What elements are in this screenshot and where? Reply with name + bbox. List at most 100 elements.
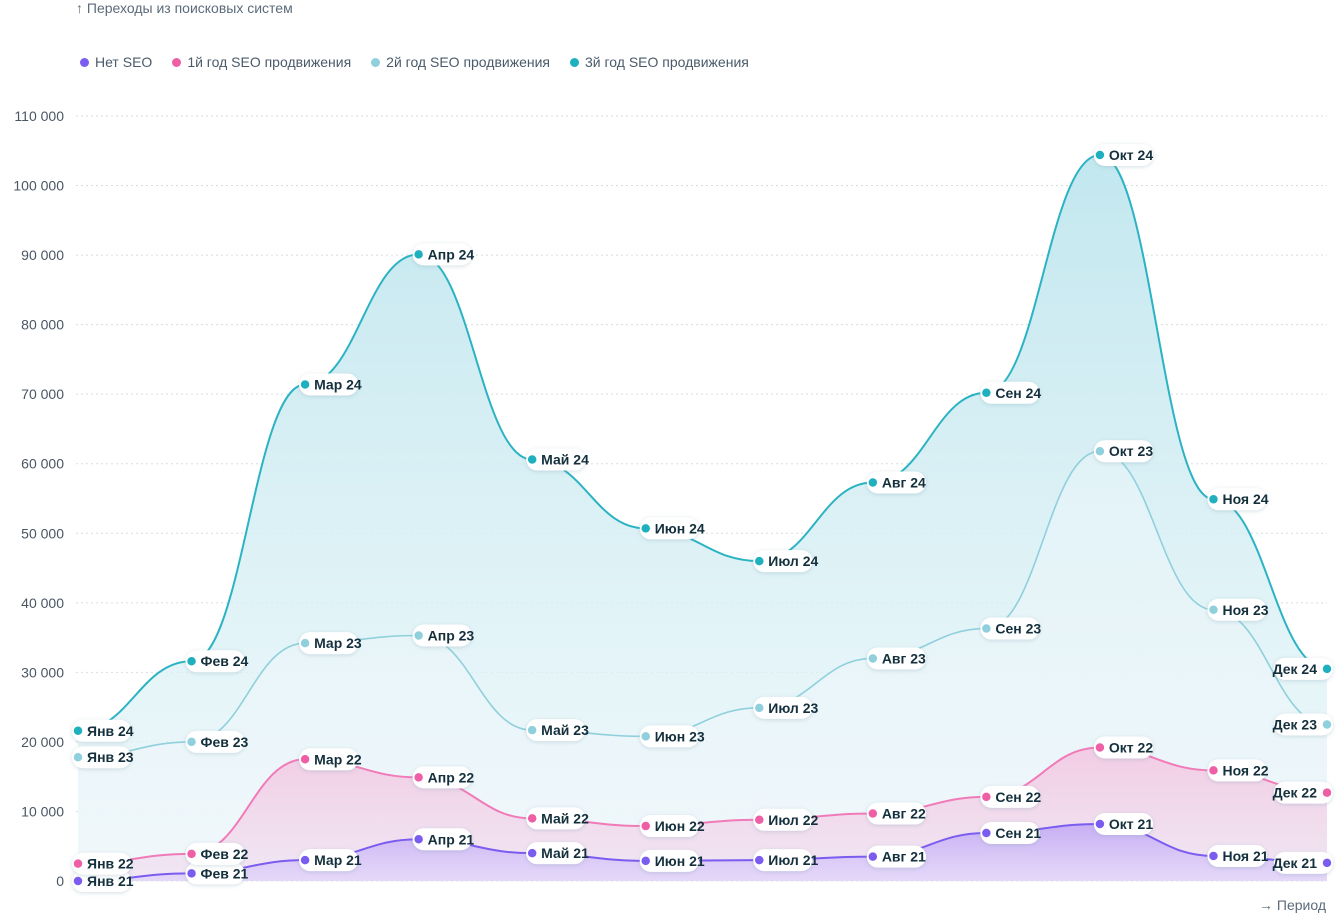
data-point[interactable]: Фев 24 — [185, 650, 249, 673]
data-point[interactable]: Апр 22 — [412, 766, 475, 789]
point-marker — [753, 854, 766, 866]
data-point[interactable]: Июн 21 — [639, 849, 705, 872]
data-point[interactable]: Мар 23 — [299, 632, 362, 655]
point-label: Май 23 — [541, 722, 589, 738]
point-label: Сен 22 — [995, 789, 1041, 805]
data-point[interactable]: Июл 23 — [753, 696, 819, 719]
point-marker — [299, 637, 311, 649]
point-marker — [72, 857, 84, 870]
point-label-bg — [72, 870, 132, 892]
data-point[interactable]: Сен 21 — [980, 822, 1041, 845]
point-label-bg — [299, 632, 359, 655]
data-point[interactable]: Ноя 24 — [1207, 488, 1269, 511]
data-point[interactable]: Янв 24 — [72, 719, 134, 742]
legend-item-seo-year-3[interactable]: 3й год SEO продвижения — [570, 54, 749, 70]
data-point[interactable]: Дек 23 — [1273, 713, 1333, 736]
data-point[interactable]: Дек 22 — [1273, 781, 1333, 804]
data-point[interactable]: Авг 23 — [866, 647, 927, 670]
point-marker — [753, 814, 766, 826]
point-label-bg — [412, 828, 472, 851]
data-point[interactable]: Фев 21 — [185, 862, 249, 885]
data-point[interactable]: Июл 22 — [753, 808, 819, 831]
data-point[interactable]: Апр 21 — [412, 828, 475, 851]
point-label: Май 22 — [541, 810, 589, 826]
data-point[interactable]: Авг 22 — [866, 802, 926, 825]
data-point[interactable]: Июн 23 — [639, 725, 705, 748]
point-marker — [299, 753, 311, 766]
data-point[interactable]: Окт 22 — [1093, 736, 1154, 759]
data-point[interactable]: Май 21 — [526, 842, 589, 865]
data-point[interactable]: Авг 24 — [866, 471, 926, 494]
point-marker — [412, 771, 425, 784]
point-label: Авг 21 — [882, 849, 926, 865]
data-point[interactable]: Дек 21 — [1273, 851, 1333, 874]
point-label: Дек 23 — [1273, 717, 1318, 733]
point-label: Фев 23 — [201, 734, 249, 750]
point-label-bg — [1207, 759, 1267, 782]
point-label-bg — [72, 719, 132, 742]
point-label-bg — [753, 550, 813, 573]
data-point[interactable]: Мар 24 — [299, 373, 362, 396]
data-point[interactable]: Мар 22 — [299, 748, 362, 771]
data-point[interactable]: Окт 23 — [1093, 440, 1154, 463]
data-point[interactable]: Янв 23 — [72, 746, 134, 769]
data-point[interactable]: Июл 21 — [753, 849, 819, 872]
point-label: Авг 24 — [882, 475, 926, 491]
data-point[interactable]: Май 24 — [526, 448, 589, 471]
data-point[interactable]: Сен 23 — [980, 617, 1041, 640]
data-point[interactable]: Фев 23 — [185, 730, 249, 753]
legend-item-no-seo[interactable]: Нет SEO — [80, 54, 152, 70]
data-point[interactable]: Ноя 23 — [1207, 598, 1269, 621]
point-label-bg — [1093, 440, 1154, 463]
point-marker — [753, 555, 766, 567]
point-label-bg — [1093, 736, 1154, 759]
point-label: Июн 21 — [655, 853, 705, 869]
point-label: Окт 23 — [1109, 443, 1153, 459]
point-marker — [980, 827, 993, 839]
data-point[interactable]: Дек 24 — [1273, 657, 1333, 680]
data-point[interactable]: Янв 21 — [72, 870, 134, 892]
data-point[interactable]: Ноя 21 — [1207, 844, 1269, 867]
y-tick-label: 40 000 — [21, 595, 64, 611]
data-point[interactable]: Фев 22 — [185, 842, 249, 865]
point-label: Мар 21 — [314, 852, 362, 868]
point-marker — [1321, 663, 1333, 675]
point-marker — [72, 875, 84, 887]
data-point[interactable]: Окт 24 — [1093, 143, 1154, 166]
point-label: Окт 24 — [1109, 147, 1153, 163]
data-point[interactable]: Июн 22 — [639, 815, 705, 838]
data-point[interactable]: Май 22 — [526, 807, 589, 830]
point-label-bg — [980, 617, 1040, 640]
point-label-bg — [1093, 143, 1154, 166]
data-point[interactable]: Янв 22 — [72, 852, 134, 875]
point-marker — [526, 847, 538, 859]
legend-item-seo-year-1[interactable]: 1й год SEO продвижения — [172, 54, 351, 70]
data-point[interactable]: Мар 21 — [299, 849, 362, 872]
point-label-bg — [299, 849, 359, 872]
data-point[interactable]: Май 23 — [526, 719, 589, 742]
point-label: Мар 22 — [314, 751, 362, 767]
point-label: Авг 23 — [882, 650, 926, 666]
point-label: Июл 24 — [768, 553, 818, 569]
point-marker — [1321, 857, 1333, 869]
data-point[interactable]: Июн 24 — [639, 517, 705, 540]
point-label: Июл 23 — [768, 700, 818, 716]
data-point[interactable]: Ноя 22 — [1207, 759, 1269, 782]
data-point[interactable]: Сен 24 — [980, 381, 1041, 404]
legend-item-seo-year-2[interactable]: 2й год SEO продвижения — [371, 54, 550, 70]
point-marker — [412, 833, 425, 846]
data-point[interactable]: Апр 24 — [412, 243, 475, 266]
y-tick-label: 30 000 — [21, 664, 64, 680]
point-label-bg — [866, 647, 927, 670]
data-point[interactable]: Авг 21 — [866, 845, 926, 868]
data-point[interactable]: Апр 23 — [412, 624, 475, 647]
y-tick-label: 100 000 — [13, 178, 64, 194]
data-point[interactable]: Окт 21 — [1093, 812, 1153, 835]
point-label-bg — [753, 696, 813, 719]
point-label: Янв 24 — [87, 723, 134, 739]
data-point[interactable]: Сен 22 — [980, 785, 1041, 808]
legend-dot — [172, 57, 182, 67]
data-point[interactable]: Июл 24 — [753, 550, 819, 573]
point-marker — [412, 629, 425, 642]
